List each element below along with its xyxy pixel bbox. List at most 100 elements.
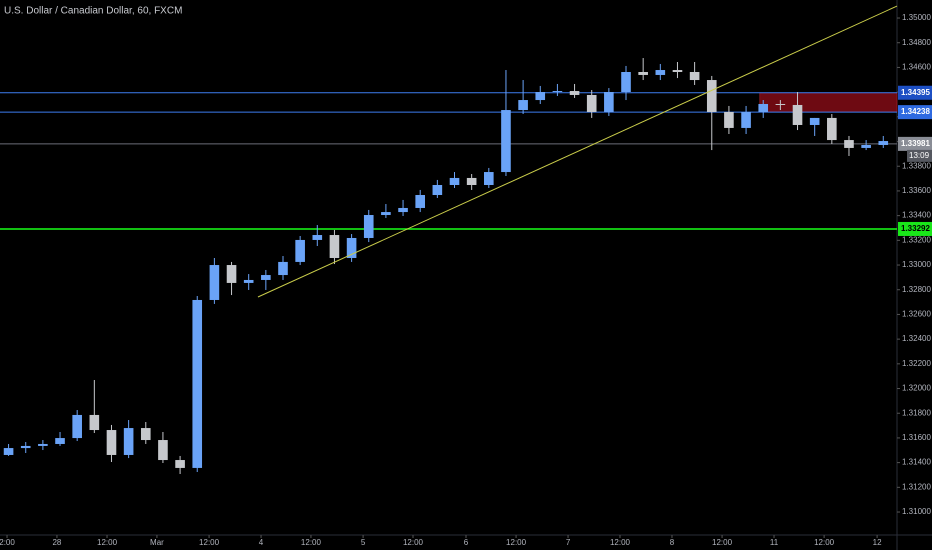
candle-body	[72, 414, 82, 439]
x-tick-label: 4	[259, 538, 264, 547]
y-tick-label: 1.33400	[902, 211, 931, 220]
candle-body	[278, 261, 288, 276]
candle-body	[140, 428, 151, 441]
x-tick-label: 12:00	[814, 538, 835, 547]
candle-body	[312, 235, 323, 240]
candle-body	[261, 275, 271, 280]
chart-title: U.S. Dollar / Canadian Dollar, 60, FXCM	[4, 6, 182, 17]
price-tag	[898, 105, 932, 120]
x-tick-label: 12:00	[199, 538, 220, 547]
candle-body	[226, 265, 237, 283]
price-tag-label: 1.34238	[901, 107, 930, 116]
x-tick-label: 12:00	[506, 538, 527, 547]
x-tick-label: 28	[52, 538, 61, 547]
y-tick-label: 1.33000	[902, 260, 931, 269]
candle-body	[329, 235, 340, 258]
y-tick-label: 1.31400	[902, 458, 931, 467]
candle-body	[741, 112, 751, 128]
candle-body	[20, 445, 31, 449]
candle-body	[638, 72, 648, 75]
candle-body	[861, 144, 871, 148]
y-tick-label: 1.35000	[902, 13, 931, 22]
candle-body	[89, 414, 100, 431]
y-tick-label: 1.32600	[902, 310, 931, 319]
y-tick-label: 1.33600	[902, 186, 931, 195]
trendline	[257, 5, 898, 298]
x-tick-label: 12:00	[712, 538, 733, 547]
candle-body	[175, 460, 185, 468]
x-tick-label: 5	[361, 538, 366, 547]
x-tick-label: 12:00	[301, 538, 322, 547]
price-tag-label: 1.33981	[901, 139, 930, 148]
candle-body	[449, 177, 460, 186]
x-tick-label: 12:00	[97, 538, 118, 547]
candle-body	[243, 279, 254, 283]
x-tick-label: 7	[566, 538, 571, 547]
candle-body	[792, 104, 803, 125]
candle-body	[466, 177, 477, 186]
candle-body	[586, 94, 597, 113]
candle-body	[346, 237, 357, 258]
candle-body	[518, 100, 528, 111]
candle-body	[484, 172, 494, 186]
candle-body	[552, 91, 563, 93]
candle-body	[569, 91, 580, 95]
candle-body	[398, 207, 408, 213]
y-tick-label: 1.34600	[902, 63, 931, 72]
candle-body	[604, 92, 614, 113]
candle-body	[38, 443, 48, 446]
x-tick-label: 12:00	[610, 538, 631, 547]
candle-body	[192, 299, 203, 468]
price-tag-label: 1.33292	[901, 224, 930, 233]
x-tick-label: 12	[873, 538, 882, 547]
candle-body	[878, 141, 889, 145]
y-tick-label: 1.32800	[902, 285, 931, 294]
candle-body	[672, 70, 683, 73]
y-tick-label: 1.33200	[902, 235, 931, 244]
candle-body	[706, 80, 717, 113]
candle-body	[106, 430, 117, 455]
candle-body	[844, 140, 854, 148]
candle-body	[432, 185, 443, 196]
y-tick-label: 1.34800	[902, 38, 931, 47]
candle-body	[295, 239, 305, 262]
candle-body	[158, 440, 168, 461]
candle-body	[827, 117, 837, 141]
candle-body	[415, 195, 426, 208]
x-tick-label: 11	[770, 538, 779, 547]
candle-body	[363, 215, 374, 238]
candle-body	[655, 70, 666, 75]
candle-body	[758, 103, 769, 113]
candle-body	[809, 117, 820, 125]
candle-body	[381, 212, 391, 216]
x-tick-label: 8	[670, 538, 675, 547]
candle-body	[724, 112, 734, 128]
y-tick-label: 1.31800	[902, 408, 931, 417]
candle-body	[123, 428, 134, 455]
candle-body	[55, 438, 65, 444]
y-tick-label: 1.32400	[902, 334, 931, 343]
price-tag-label: 1.34395	[901, 88, 930, 97]
y-tick-label: 1.31600	[902, 433, 931, 442]
x-tick-label: Mar	[150, 538, 164, 547]
price-tag	[898, 221, 932, 236]
price-tag	[898, 136, 932, 151]
x-tick-label: 6	[464, 538, 469, 547]
candle-body	[209, 265, 220, 300]
candle-body	[775, 103, 786, 105]
candle-body	[535, 92, 546, 101]
candle-body	[689, 72, 700, 81]
candle-body	[501, 110, 511, 173]
candle-body	[3, 448, 14, 455]
countdown: 13:09	[909, 151, 930, 160]
y-tick-label: 1.32000	[902, 384, 931, 393]
candle-body	[621, 72, 631, 93]
countdown-tag	[907, 149, 932, 162]
x-tick-label: 2:00	[0, 538, 15, 547]
y-tick-label: 1.32200	[902, 359, 931, 368]
x-tick-label: 12:00	[403, 538, 424, 547]
y-tick-label: 1.33800	[902, 161, 931, 170]
y-tick-label: 1.31000	[902, 507, 931, 516]
